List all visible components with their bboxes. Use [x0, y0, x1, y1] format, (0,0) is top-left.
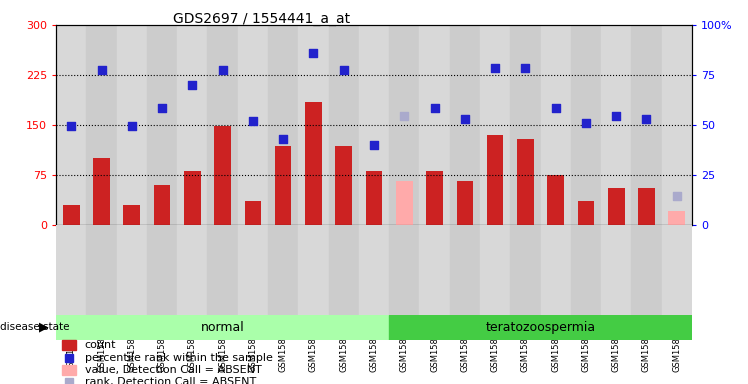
Bar: [117, 225, 147, 315]
Bar: [56, 225, 86, 315]
Point: [96, 67, 108, 73]
Bar: [571, 225, 601, 315]
Bar: [662, 25, 692, 225]
Bar: [517, 139, 534, 225]
Bar: [450, 225, 480, 315]
Bar: [268, 25, 298, 225]
Bar: [669, 211, 685, 225]
Bar: [631, 25, 662, 225]
Bar: [601, 25, 631, 225]
Point: [459, 116, 470, 122]
Bar: [328, 225, 359, 315]
Bar: [662, 225, 692, 315]
Bar: [62, 364, 76, 375]
Bar: [268, 225, 298, 315]
Point: [429, 105, 441, 111]
Text: GDS2697 / 1554441_a_at: GDS2697 / 1554441_a_at: [174, 12, 350, 25]
Bar: [548, 175, 564, 225]
Point: [307, 50, 319, 56]
Bar: [359, 25, 389, 225]
Bar: [147, 225, 177, 315]
Bar: [366, 171, 382, 225]
Text: percentile rank within the sample: percentile rank within the sample: [85, 353, 272, 362]
Bar: [94, 158, 110, 225]
Bar: [631, 225, 662, 315]
Bar: [456, 181, 473, 225]
Bar: [63, 205, 79, 225]
Text: ▶: ▶: [39, 321, 49, 334]
Bar: [480, 225, 510, 315]
Bar: [571, 25, 601, 225]
Text: normal: normal: [200, 321, 245, 334]
Bar: [480, 25, 510, 225]
Bar: [177, 225, 207, 315]
Bar: [56, 25, 86, 225]
Point: [186, 82, 198, 88]
Bar: [86, 25, 117, 225]
Bar: [577, 201, 594, 225]
Point: [247, 118, 259, 124]
Point: [126, 123, 138, 129]
Bar: [117, 25, 147, 225]
Bar: [177, 25, 207, 225]
Bar: [275, 146, 292, 225]
Bar: [86, 225, 117, 315]
Bar: [207, 225, 238, 315]
Bar: [214, 126, 231, 225]
Text: count: count: [85, 340, 116, 350]
Bar: [389, 315, 692, 340]
Bar: [420, 225, 450, 315]
Bar: [123, 205, 140, 225]
Point: [580, 121, 592, 127]
Point: [671, 193, 683, 199]
Point: [217, 67, 229, 73]
Point: [278, 136, 289, 142]
Bar: [359, 225, 389, 315]
Point: [338, 67, 350, 73]
Bar: [450, 25, 480, 225]
Bar: [298, 25, 328, 225]
Text: rank, Detection Call = ABSENT: rank, Detection Call = ABSENT: [85, 377, 256, 384]
Point: [489, 65, 501, 71]
Bar: [487, 135, 503, 225]
Bar: [147, 25, 177, 225]
Bar: [601, 225, 631, 315]
Point: [640, 116, 652, 122]
Bar: [426, 171, 443, 225]
Bar: [638, 188, 654, 225]
Bar: [510, 225, 541, 315]
Bar: [335, 146, 352, 225]
Text: teratozoospermia: teratozoospermia: [485, 321, 595, 334]
Bar: [154, 185, 171, 225]
Bar: [541, 25, 571, 225]
Bar: [184, 171, 200, 225]
Bar: [389, 25, 420, 225]
Bar: [298, 225, 328, 315]
Bar: [207, 25, 238, 225]
Bar: [62, 340, 76, 351]
Bar: [389, 225, 420, 315]
Bar: [238, 25, 268, 225]
Bar: [608, 188, 625, 225]
Bar: [510, 25, 541, 225]
Bar: [396, 181, 413, 225]
Bar: [328, 25, 359, 225]
Point: [398, 113, 410, 119]
Point: [550, 105, 562, 111]
Bar: [541, 225, 571, 315]
Bar: [305, 101, 322, 225]
Text: disease state: disease state: [0, 322, 70, 333]
Point: [65, 123, 77, 129]
Point: [156, 105, 168, 111]
Bar: [56, 315, 389, 340]
Point: [519, 65, 531, 71]
Bar: [420, 25, 450, 225]
Bar: [238, 225, 268, 315]
Point: [368, 142, 380, 148]
Point: [610, 113, 622, 119]
Text: value, Detection Call = ABSENT: value, Detection Call = ABSENT: [85, 365, 262, 375]
Bar: [245, 201, 261, 225]
